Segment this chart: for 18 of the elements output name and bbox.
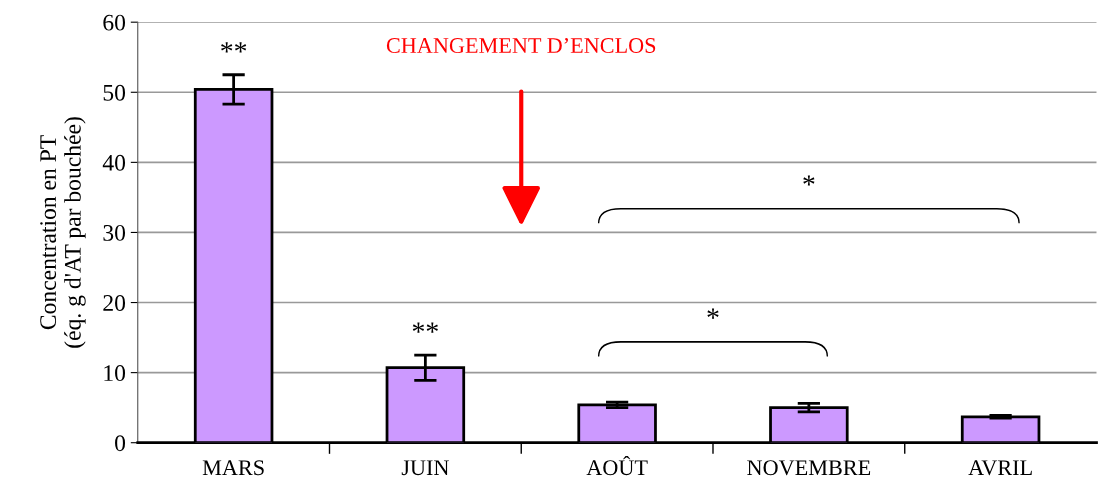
y-tick-label: 40 — [102, 154, 126, 171]
y-tick-label: 50 — [103, 84, 126, 101]
x-tick-label: AOÛT — [586, 455, 648, 476]
y-tick-label: 0 — [115, 435, 126, 452]
annotation: ** — [221, 42, 247, 53]
x-tick-label: MARS — [202, 460, 264, 476]
x-tick-label: NOVEMBRE — [747, 460, 871, 476]
x-tick-label: JUIN — [401, 460, 449, 476]
y-tick-label: 60 — [103, 14, 126, 31]
annotation: * — [803, 175, 815, 186]
annotation: CHANGEMENT D’ENCLOS — [386, 37, 656, 53]
x-tick-label: AVRIL — [968, 460, 1032, 476]
y-tick-label: 10 — [104, 365, 126, 382]
y-tick-label: 30 — [103, 224, 126, 241]
annotation: ** — [412, 322, 438, 333]
y-axis-title: Concentration en PT (éq. g d'AT par bouchée) — [40, 117, 86, 348]
annotation: * — [707, 308, 719, 319]
y-tick-label: 20 — [103, 295, 126, 311]
